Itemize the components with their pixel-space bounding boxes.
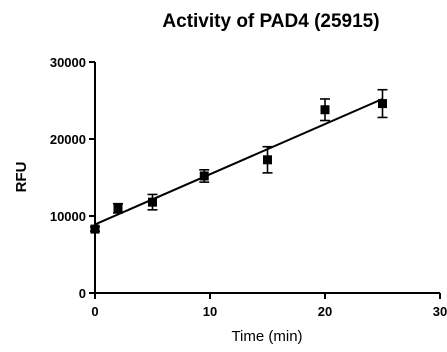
y-tick-label: 30000 <box>50 55 86 70</box>
data-point <box>263 155 272 165</box>
x-tick-label: 10 <box>203 304 217 319</box>
chart-title: Activity of PAD4 (25915) <box>162 11 380 32</box>
x-tick-label: 0 <box>91 304 98 319</box>
fit-line <box>94 98 383 226</box>
x-axis-label: Time (min) <box>231 328 302 345</box>
data-point <box>199 171 209 181</box>
x-tick-label: 30 <box>433 304 447 319</box>
data-point <box>378 99 387 109</box>
y-tick-label: 20000 <box>50 132 86 147</box>
data-point <box>113 203 123 213</box>
data-point <box>320 105 330 115</box>
y-tick-label: 10000 <box>50 209 86 224</box>
x-tick-label: 20 <box>318 304 332 319</box>
data-point <box>90 224 100 234</box>
y-tick-label: 0 <box>79 286 86 301</box>
y-axis-label: RFU <box>13 162 30 193</box>
data-point <box>148 197 157 207</box>
